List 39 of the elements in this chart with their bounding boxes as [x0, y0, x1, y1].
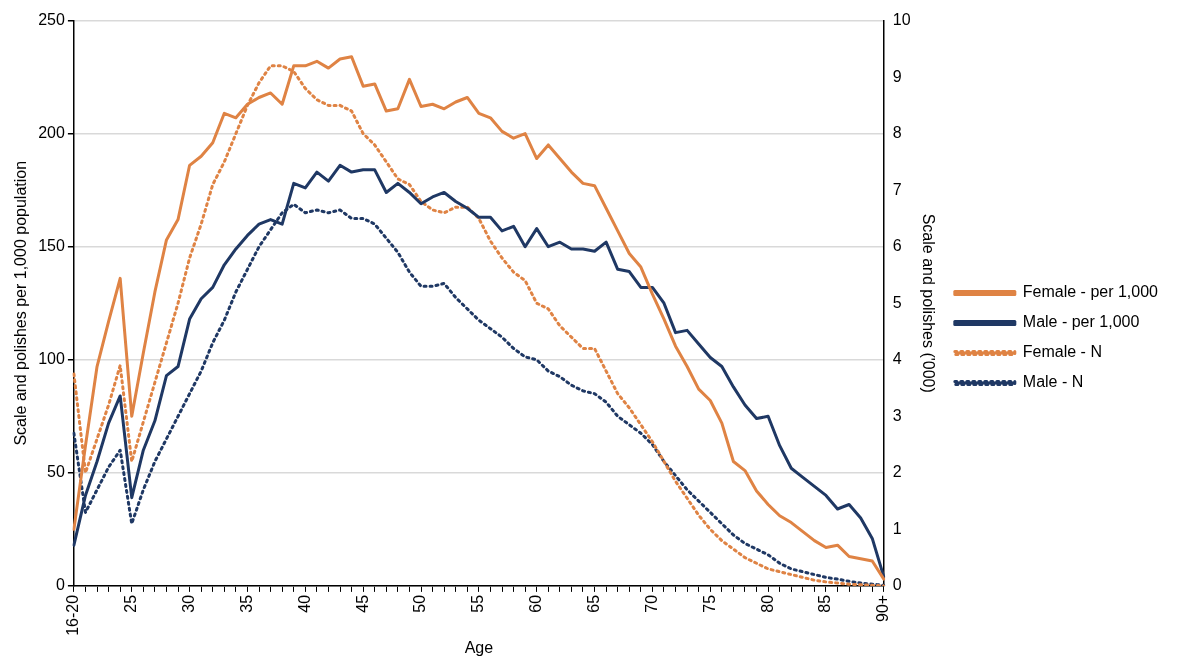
legend-label: Male - N: [1022, 373, 1084, 391]
y-tick-label: 0: [55, 576, 65, 594]
x-tick-label: 30: [180, 594, 198, 613]
y-axis-title: Scale and polishes per 1,000 population: [12, 160, 30, 446]
y-tick-label: 200: [38, 124, 65, 142]
y2-tick-label: 0: [892, 576, 902, 594]
y2-tick-label: 2: [892, 463, 902, 481]
x-tick-label: 65: [584, 594, 602, 613]
y2-tick-label: 9: [892, 67, 902, 85]
y-tick-label: 250: [38, 11, 65, 29]
x-tick-label: 25: [122, 594, 140, 613]
x-tick-label: 85: [816, 594, 834, 613]
y2-tick-label: 8: [892, 124, 902, 142]
x-tick-label: 75: [700, 594, 718, 613]
x-tick-label: 50: [411, 594, 429, 613]
y-tick-label: 100: [38, 350, 65, 368]
x-tick-label: 70: [642, 594, 660, 613]
legend-label: Male - per 1,000: [1022, 313, 1140, 331]
x-tick-label: 55: [469, 594, 487, 613]
x-tick-label: 16-20: [64, 594, 82, 636]
y2-tick-label: 5: [892, 293, 902, 311]
x-tick-label: 35: [237, 594, 255, 613]
y2-axis-title: Scale and polishes ('000): [919, 213, 937, 393]
y2-tick-label: 4: [892, 350, 902, 368]
x-axis-title: Age: [464, 638, 494, 656]
legend-label: Female - N: [1022, 343, 1102, 361]
y2-tick-label: 10: [892, 11, 911, 29]
y2-tick-label: 6: [892, 237, 902, 255]
y2-tick-label: 3: [892, 406, 902, 424]
x-tick-label: 60: [527, 594, 545, 613]
x-tick-label: 80: [758, 594, 776, 613]
x-tick-label: 90+: [874, 594, 892, 623]
y2-tick-label: 1: [892, 519, 902, 537]
y-tick-label: 150: [38, 237, 65, 255]
legend-label: Female - per 1,000: [1022, 283, 1159, 301]
y-tick-label: 50: [47, 463, 65, 481]
y2-tick-label: 7: [892, 180, 902, 198]
x-tick-label: 45: [353, 594, 371, 613]
x-tick-label: 40: [295, 594, 313, 613]
